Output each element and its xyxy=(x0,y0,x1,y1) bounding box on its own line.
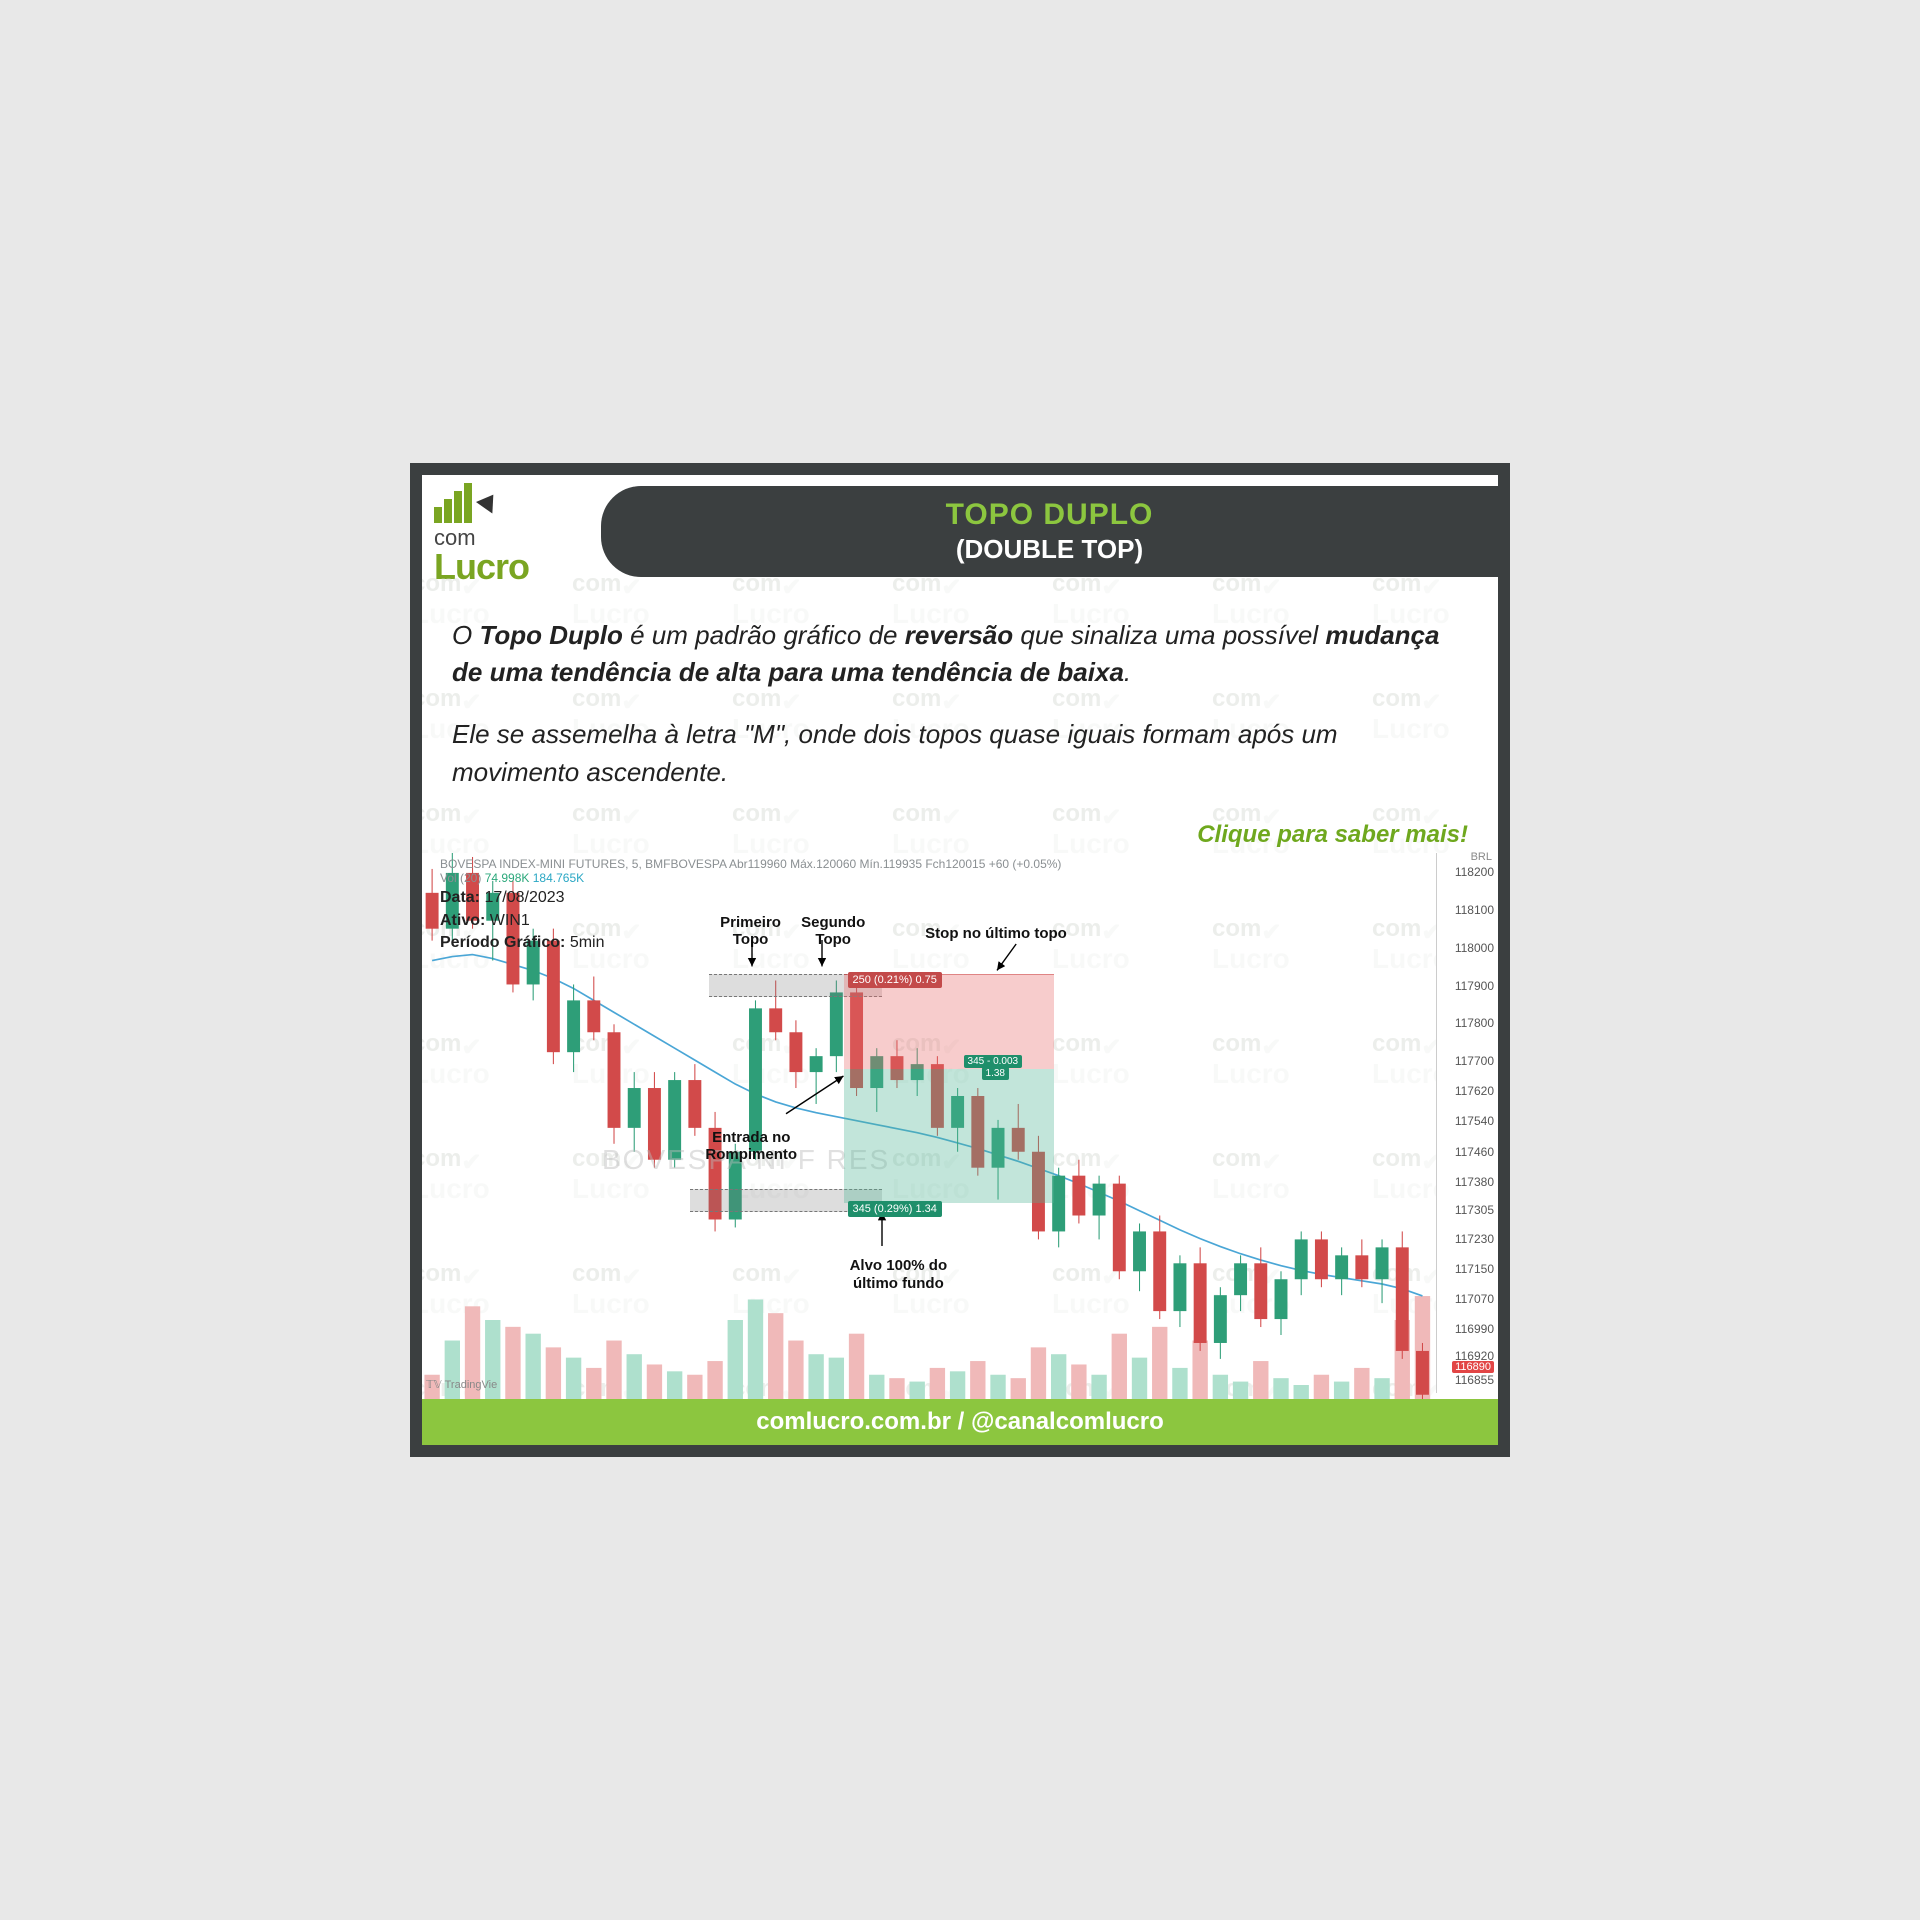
brand-logo: comLucro xyxy=(422,475,607,589)
candlestick-chart: BOVESPA INDEX-MINI FUTURES, 5, BMFBOVESP… xyxy=(422,853,1498,1393)
paragraph-1: O Topo Duplo é um padrão gráfico de reve… xyxy=(452,617,1468,692)
description: O Topo Duplo é um padrão gráfico de reve… xyxy=(422,589,1498,822)
footer-bar[interactable]: comlucro.com.br / @canalcomlucro xyxy=(422,1399,1498,1445)
title-bar: TOPO DUPLO (DOUBLE TOP) xyxy=(601,486,1498,577)
tradingview-tag: 𝕋𝕍 TradingVie xyxy=(426,1378,497,1391)
paragraph-2: Ele se assemelha à letra "M", onde dois … xyxy=(452,716,1468,791)
currency-label: BRL xyxy=(1471,851,1492,863)
y-axis: BRL 118200118100118000117900117800117700… xyxy=(1436,853,1498,1393)
brand-line2: Lucro xyxy=(434,546,529,587)
cta-link[interactable]: Clique para saber mais! xyxy=(422,821,1498,853)
page-title: TOPO DUPLO xyxy=(625,498,1474,532)
header: comLucro TOPO DUPLO (DOUBLE TOP) xyxy=(422,475,1498,589)
chart-ticker-line: BOVESPA INDEX-MINI FUTURES, 5, BMFBOVESP… xyxy=(440,857,1061,885)
infographic-card: com✔Lucrocom✔Lucrocom✔Lucrocom✔Lucrocom✔… xyxy=(410,463,1510,1458)
chart-info: Data: 17/08/2023 Ativo: WIN1 Período Grá… xyxy=(440,887,605,954)
page-subtitle: (DOUBLE TOP) xyxy=(625,534,1474,565)
